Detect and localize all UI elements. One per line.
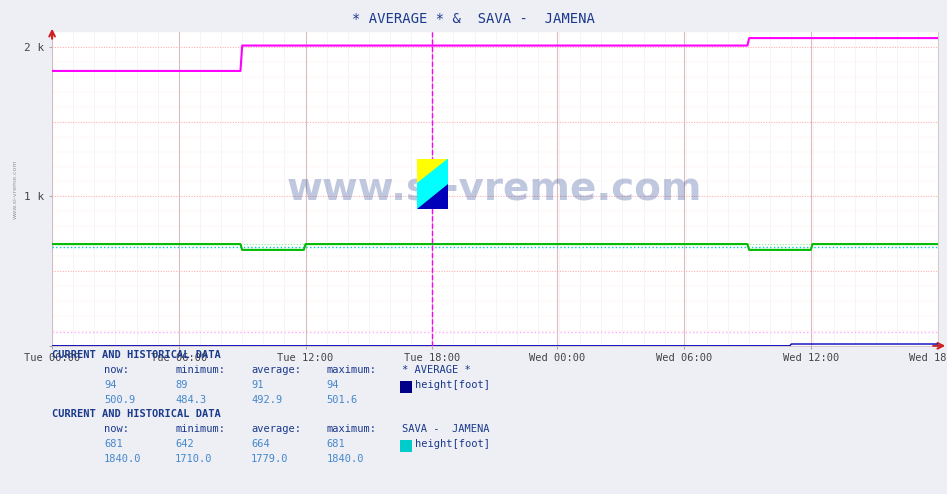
Text: * AVERAGE * &  SAVA -  JAMENA: * AVERAGE * & SAVA - JAMENA	[352, 12, 595, 26]
Text: maximum:: maximum:	[327, 365, 377, 375]
Text: 664: 664	[251, 439, 270, 449]
Text: CURRENT AND HISTORICAL DATA: CURRENT AND HISTORICAL DATA	[52, 410, 221, 419]
Text: average:: average:	[251, 424, 301, 434]
Text: minimum:: minimum:	[175, 424, 225, 434]
Text: 500.9: 500.9	[104, 395, 135, 405]
Text: www.si-vreme.com: www.si-vreme.com	[287, 170, 703, 208]
Text: 492.9: 492.9	[251, 395, 282, 405]
Text: height[foot]: height[foot]	[415, 439, 490, 449]
Text: minimum:: minimum:	[175, 365, 225, 375]
Text: 681: 681	[327, 439, 346, 449]
Text: 501.6: 501.6	[327, 395, 358, 405]
Text: 94: 94	[104, 380, 116, 390]
Text: 89: 89	[175, 380, 188, 390]
Text: SAVA -  JAMENA: SAVA - JAMENA	[402, 424, 490, 434]
Text: 681: 681	[104, 439, 123, 449]
Text: 94: 94	[327, 380, 339, 390]
Polygon shape	[417, 160, 448, 184]
Text: height[foot]: height[foot]	[415, 380, 490, 390]
Text: 1710.0: 1710.0	[175, 454, 213, 464]
Text: 642: 642	[175, 439, 194, 449]
Text: average:: average:	[251, 365, 301, 375]
Text: maximum:: maximum:	[327, 424, 377, 434]
Text: 1779.0: 1779.0	[251, 454, 289, 464]
Text: 1840.0: 1840.0	[104, 454, 142, 464]
Text: * AVERAGE *: * AVERAGE *	[402, 365, 472, 375]
Polygon shape	[417, 184, 448, 209]
Text: CURRENT AND HISTORICAL DATA: CURRENT AND HISTORICAL DATA	[52, 350, 221, 360]
Text: 91: 91	[251, 380, 263, 390]
Text: now:: now:	[104, 424, 129, 434]
Polygon shape	[417, 160, 448, 209]
Text: now:: now:	[104, 365, 129, 375]
Text: 484.3: 484.3	[175, 395, 206, 405]
Text: www.si-vreme.com: www.si-vreme.com	[12, 159, 17, 219]
Text: 1840.0: 1840.0	[327, 454, 365, 464]
